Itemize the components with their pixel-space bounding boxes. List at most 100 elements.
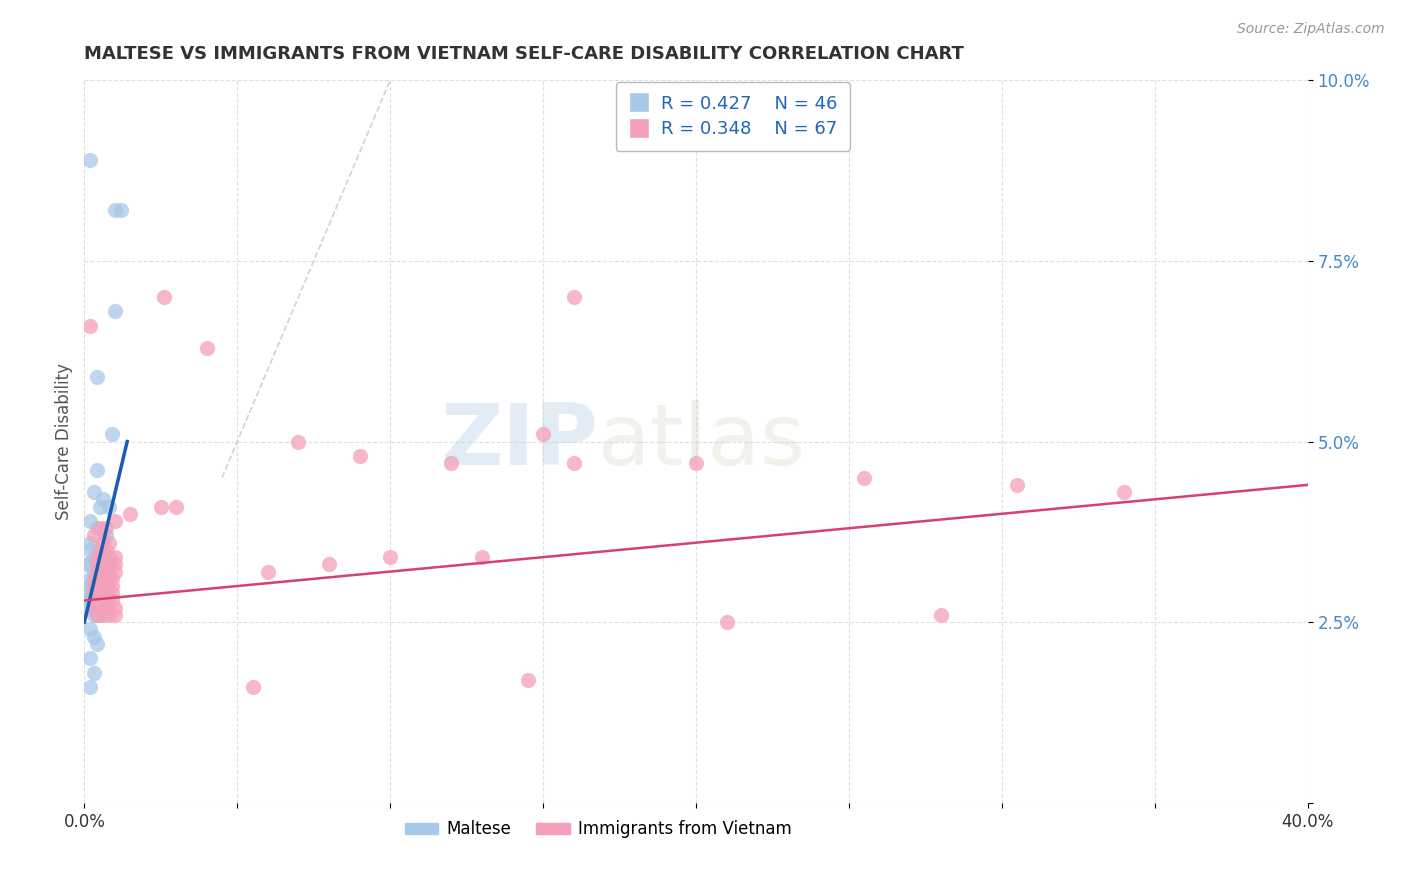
Point: [86, 593, 108, 607]
Point: [83, 665, 105, 680]
Point: [104, 558, 127, 572]
Point: [562, 290, 585, 304]
Point: [287, 434, 309, 449]
Point: [110, 203, 132, 218]
Point: [380, 550, 402, 565]
Point: [76, 558, 98, 572]
Point: [86, 565, 108, 579]
Point: [83, 586, 105, 600]
Point: [91, 558, 114, 572]
Point: [89, 607, 111, 622]
Point: [471, 550, 494, 565]
Point: [165, 500, 187, 514]
Point: [562, 456, 585, 470]
Point: [94, 521, 117, 535]
Point: [101, 427, 124, 442]
Point: [79, 579, 101, 593]
Point: [89, 521, 111, 535]
Point: [97, 500, 120, 514]
Point: [94, 593, 117, 607]
Point: [104, 607, 127, 622]
Text: ZIP: ZIP: [440, 400, 598, 483]
Point: [83, 600, 105, 615]
Point: [86, 565, 108, 579]
Point: [83, 572, 105, 586]
Point: [685, 456, 707, 470]
Point: [83, 572, 105, 586]
Point: [101, 593, 124, 607]
Point: [531, 427, 554, 442]
Point: [97, 550, 120, 565]
Point: [91, 565, 114, 579]
Point: [104, 514, 127, 528]
Point: [120, 507, 142, 521]
Point: [86, 637, 108, 651]
Point: [86, 521, 108, 535]
Point: [79, 558, 101, 572]
Point: [79, 600, 101, 615]
Point: [86, 607, 108, 622]
Point: [104, 550, 127, 565]
Point: [79, 680, 101, 694]
Point: [83, 630, 105, 644]
Point: [94, 600, 117, 615]
Point: [76, 593, 98, 607]
Point: [86, 607, 108, 622]
Point: [79, 651, 101, 665]
Point: [79, 572, 101, 586]
Point: [89, 542, 111, 557]
Point: [79, 579, 101, 593]
Text: atlas: atlas: [598, 400, 806, 483]
Point: [929, 607, 952, 622]
Point: [79, 586, 101, 600]
Text: MALTESE VS IMMIGRANTS FROM VIETNAM SELF-CARE DISABILITY CORRELATION CHART: MALTESE VS IMMIGRANTS FROM VIETNAM SELF-…: [84, 45, 965, 63]
Point: [97, 607, 120, 622]
Point: [86, 579, 108, 593]
Point: [83, 607, 105, 622]
Point: [101, 586, 124, 600]
Text: Source: ZipAtlas.com: Source: ZipAtlas.com: [1237, 22, 1385, 37]
Point: [91, 492, 114, 507]
Point: [1114, 485, 1136, 500]
Point: [242, 680, 264, 694]
Point: [83, 579, 105, 593]
Point: [94, 579, 117, 593]
Point: [1005, 478, 1028, 492]
Point: [149, 500, 172, 514]
Point: [83, 550, 105, 565]
Point: [104, 304, 127, 318]
Point: [83, 593, 105, 607]
Legend: Maltese, Immigrants from Vietnam: Maltese, Immigrants from Vietnam: [398, 814, 799, 845]
Point: [318, 558, 340, 572]
Point: [104, 203, 127, 218]
Point: [89, 600, 111, 615]
Point: [440, 456, 463, 470]
Point: [79, 153, 101, 167]
Point: [97, 558, 120, 572]
Point: [89, 593, 111, 607]
Point: [86, 558, 108, 572]
Point: [89, 550, 111, 565]
Point: [89, 500, 111, 514]
Point: [94, 528, 117, 542]
Point: [79, 542, 101, 557]
Point: [91, 550, 114, 565]
Point: [79, 593, 101, 607]
Point: [83, 528, 105, 542]
Point: [83, 586, 105, 600]
Point: [79, 593, 101, 607]
Point: [101, 572, 124, 586]
Point: [86, 550, 108, 565]
Point: [97, 535, 120, 549]
Point: [94, 572, 117, 586]
Point: [716, 615, 738, 630]
Point: [349, 449, 371, 463]
Point: [79, 514, 101, 528]
Point: [101, 579, 124, 593]
Point: [104, 600, 127, 615]
Point: [83, 485, 105, 500]
Point: [86, 369, 108, 384]
Point: [516, 673, 538, 687]
Point: [97, 565, 120, 579]
Point: [94, 586, 117, 600]
